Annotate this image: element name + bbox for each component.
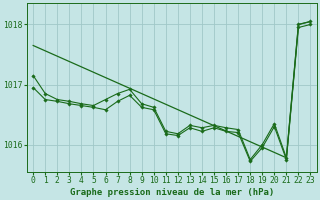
X-axis label: Graphe pression niveau de la mer (hPa): Graphe pression niveau de la mer (hPa) <box>70 188 274 197</box>
